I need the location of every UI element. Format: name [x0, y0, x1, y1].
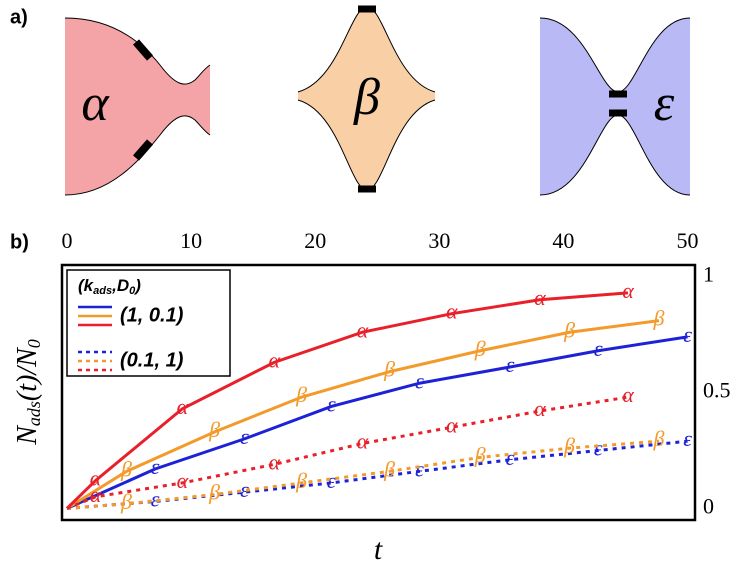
legend-title-part: ,D: [111, 276, 129, 295]
panel-label: b): [10, 231, 29, 253]
series-marker: α: [446, 299, 458, 324]
series-marker: α: [177, 468, 189, 493]
series-marker: α: [622, 382, 634, 407]
y-axis-label-part: ads: [24, 401, 44, 426]
series-marker: α: [268, 347, 280, 372]
legend-title-part: ads: [93, 285, 112, 297]
x-tick-label: 10: [180, 228, 202, 253]
series-marker: ε: [327, 391, 336, 416]
x-tick-label: 30: [428, 228, 450, 253]
series-marker: β: [474, 336, 486, 361]
y-axis-label: Nads(t)/N0: [12, 339, 44, 446]
series-marker: β: [295, 382, 307, 407]
legend-title-part: ): [133, 276, 141, 295]
series-marker: α: [622, 278, 634, 303]
series-marker: α: [177, 394, 189, 419]
series-marker: β: [295, 468, 307, 493]
series-marker: β: [653, 306, 665, 331]
series-marker: β: [653, 426, 665, 451]
panel-label: a): [10, 6, 28, 28]
shape-label: β: [353, 69, 380, 126]
y-axis-label-part: (t)/N: [12, 347, 43, 401]
series-marker: ε: [594, 436, 603, 461]
y-axis-label-part: N: [12, 425, 43, 446]
series-marker: α: [90, 482, 102, 507]
series-marker: β: [383, 357, 395, 382]
series-marker: ε: [683, 322, 692, 347]
series-marker: β: [474, 442, 486, 467]
legend-label: (0.1, 1): [120, 349, 184, 371]
series-marker: ε: [594, 336, 603, 361]
y-tick-label: 0.5: [703, 378, 731, 403]
series-marker: α: [534, 285, 546, 310]
series-marker: ε: [506, 445, 515, 470]
series-marker: ε: [415, 368, 424, 393]
series-marker: ε: [506, 352, 515, 377]
figure: a) α β ε b) t 0102030405000.51Nads(t)/N0…: [0, 0, 746, 571]
shape-label: α: [81, 75, 110, 132]
x-tick-label: 50: [677, 228, 699, 253]
legend-label: (1, 0.1): [120, 304, 184, 326]
shape-beta: β: [298, 7, 435, 190]
series-marker: ε: [683, 426, 692, 451]
shape-alpha: α: [65, 18, 210, 195]
series-marker: α: [534, 396, 546, 421]
series-marker: α: [446, 412, 458, 437]
series-marker: β: [383, 456, 395, 481]
series-marker: β: [563, 433, 575, 458]
series-marker: α: [357, 429, 369, 454]
x-tick-label: 40: [552, 228, 574, 253]
series-marker: α: [357, 317, 369, 342]
y-tick-label: 0: [703, 493, 714, 518]
y-axis-label-part: 0: [24, 339, 44, 348]
series-marker: ε: [240, 424, 249, 449]
x-tick-label: 20: [304, 228, 326, 253]
y-tick-label: 1: [703, 262, 714, 287]
series-marker: α: [268, 449, 280, 474]
series-marker: β: [563, 317, 575, 342]
x-axis-label: t: [374, 533, 383, 566]
series-marker: β: [208, 417, 220, 442]
series-marker: ε: [415, 456, 424, 481]
shape-epsilon: ε: [540, 18, 690, 195]
shape-label: ε: [654, 75, 675, 132]
series-marker: β: [208, 480, 220, 505]
x-tick-label: 0: [61, 228, 72, 253]
